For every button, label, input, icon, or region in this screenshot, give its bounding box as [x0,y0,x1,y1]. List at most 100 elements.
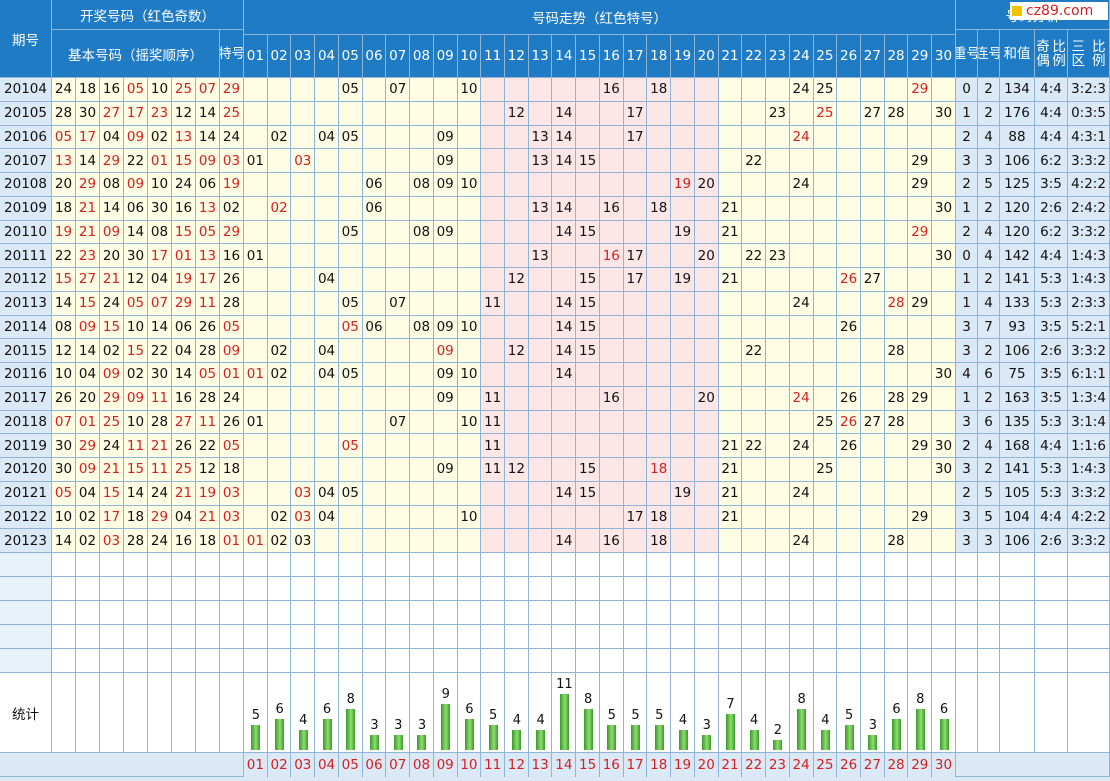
trend-cell [267,315,292,340]
trend-cell [647,291,672,316]
trend-hit: 14 [552,220,577,245]
empty-cell [956,625,978,649]
trend-header-04: 04 [315,35,339,78]
trend-cell [528,315,553,340]
winning-number: 14 [148,315,172,340]
trend-cell [267,386,292,411]
trend-hit: 15 [576,481,600,506]
winning-number: 29 [76,173,100,197]
empty-cell [1000,625,1035,649]
trend-cell [647,101,672,126]
trend-hit: 21 [718,481,743,506]
trend-hit: 14 [552,196,577,221]
trend-hit: 14 [552,363,577,387]
site-logo: cz89.com [1010,2,1108,20]
trend-header-23: 23 [766,35,790,78]
trend-cell [291,125,316,150]
winning-number: 07 [148,291,172,316]
header-trend-group: 号码走势（红色特号） [244,0,956,35]
analysis-zone: 6:1:1 [1068,363,1110,387]
stat-column [718,673,743,753]
trend-cell [481,244,506,268]
trend-header-25: 25 [813,35,838,78]
trend-special-hit: 19 [671,173,695,197]
trend-header-01: 01 [244,35,268,78]
analysis-zone: 3:1:4 [1068,410,1110,435]
trend-cell [599,101,624,126]
winning-number: 17 [76,125,100,150]
special-number: 18 [220,458,244,482]
trend-cell [552,78,577,102]
winning-number: 10 [124,315,148,340]
header-consec-l2: 号 [989,47,1000,61]
footer-number: 18 [647,753,672,777]
winning-number: 29 [172,291,196,316]
empty-cell [124,577,148,601]
trend-cell [789,149,814,173]
empty-cell [908,625,933,649]
trend-cell [671,101,695,126]
trend-cell [457,149,482,173]
stat-bar [298,730,308,750]
stat-bar [939,719,949,750]
trend-cell [837,220,861,245]
winning-number: 09 [124,173,148,197]
stat-value: 2 [773,723,783,738]
analysis-sum: 142 [1000,244,1035,268]
analysis-consec: 7 [978,315,1000,340]
winning-number: 21 [76,196,100,221]
trend-cell [932,505,956,530]
empty-cell [386,649,411,673]
trend-cell [813,173,838,197]
empty-cell [623,601,648,625]
trend-cell [505,196,529,221]
winning-number: 17 [100,505,124,530]
empty-cell [1035,577,1068,601]
empty-cell [291,625,316,649]
trend-cell [576,505,600,530]
trend-cell [315,101,339,126]
stat-bar [583,709,593,750]
winning-number: 15 [124,339,148,363]
winning-number: 28 [196,386,220,411]
analysis-sum: 104 [1000,505,1035,530]
stat-value: 9 [441,687,450,702]
trend-cell [766,410,790,435]
winning-number: 15 [100,315,124,340]
trend-hit: 21 [718,505,743,530]
trend-cell [623,410,648,435]
analysis-repeat: 4 [956,363,978,387]
trend-hit: 24 [789,173,814,197]
trend-cell [860,339,885,363]
analysis-consec: 4 [978,244,1000,268]
empty-cell [860,601,885,625]
trend-hit: 06 [362,196,387,221]
trend-hit: 26 [837,386,861,411]
trend-special-hit: 03 [291,505,316,530]
empty-cell [172,649,196,673]
empty-cell [1000,601,1035,625]
winning-number: 22 [124,149,148,173]
trend-cell [244,101,268,126]
trend-cell [576,529,600,553]
stat-value: 4 [678,713,688,728]
trend-cell [718,339,743,363]
trend-cell [718,173,743,197]
stat-bar [512,730,522,750]
trend-cell [671,339,695,363]
trend-cell [860,386,885,411]
trend-cell [457,458,482,482]
special-number: 03 [220,149,244,173]
empty-cell [196,553,220,577]
trend-cell [623,386,648,411]
empty-cell [978,577,1000,601]
analysis-zone: 3:3:2 [1068,149,1110,173]
analysis-sum: 88 [1000,125,1035,150]
trend-cell [338,196,363,221]
empty-cell [742,601,767,625]
analysis-oe: 5:3 [1035,481,1068,506]
trend-cell [671,386,695,411]
analysis-repeat: 3 [956,149,978,173]
trend-cell [576,101,600,126]
empty-cell [362,625,387,649]
